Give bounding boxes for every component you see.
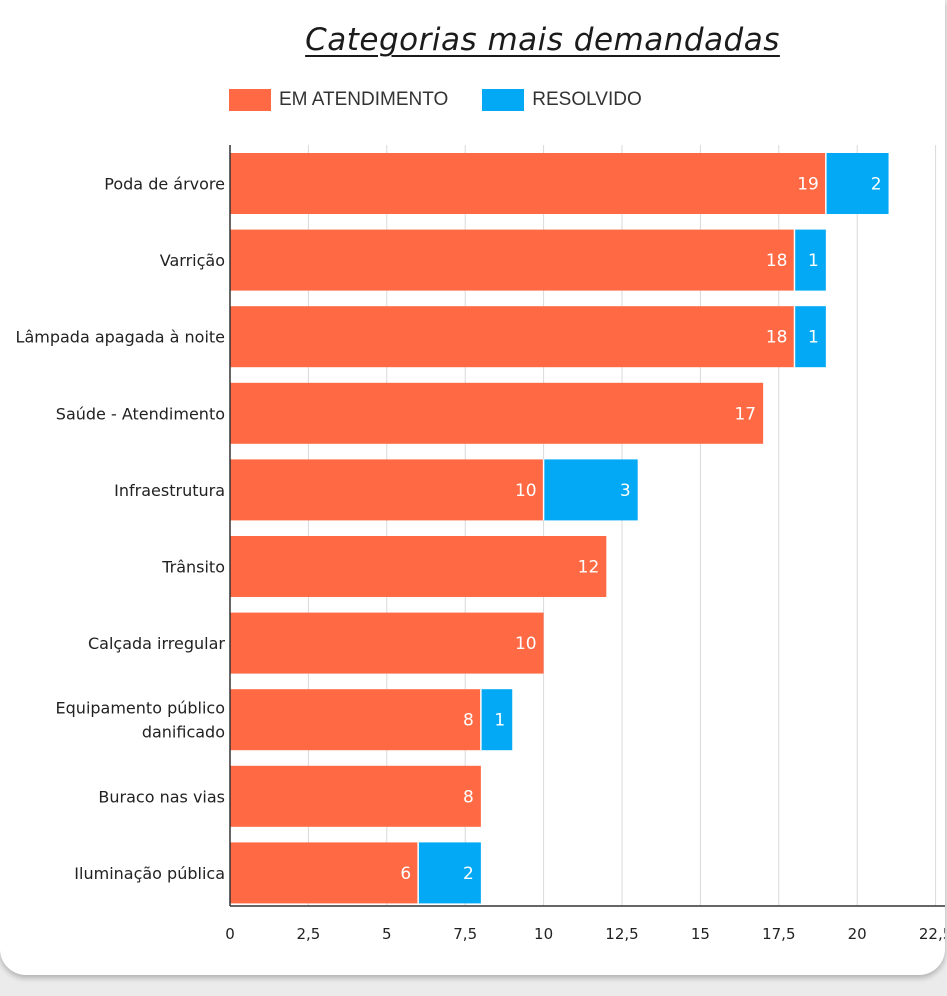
bar-resolvido — [418, 842, 481, 904]
bar-resolvido — [543, 459, 638, 521]
legend-item-em-atendimento: EM ATENDIMENTO — [229, 89, 448, 111]
data-label: 12 — [578, 558, 600, 578]
bar-em-atendimento — [230, 536, 607, 597]
legend-swatch-em-atendimento — [229, 89, 271, 111]
data-label: 1 — [494, 711, 505, 731]
category-label: Saúde - Atendimento — [56, 404, 225, 423]
x-tick-label: 17,5 — [762, 925, 795, 943]
bar-em-atendimento — [230, 689, 481, 751]
bar-resolvido — [825, 153, 889, 214]
bar-resolvido — [480, 689, 513, 751]
x-tick-label: 7,5 — [453, 925, 477, 943]
data-label: 2 — [871, 175, 882, 195]
data-label: 3 — [620, 481, 631, 501]
bar-em-atendimento — [230, 612, 544, 674]
x-tick-label: 2,5 — [296, 925, 320, 943]
bar-em-atendimento — [230, 306, 795, 368]
bar-resolvido — [794, 306, 826, 368]
data-label: 8 — [463, 787, 474, 807]
category-label: Iluminação pública — [74, 864, 225, 883]
bar-em-atendimento — [230, 229, 795, 291]
x-tick-label: 15 — [691, 925, 710, 943]
x-tick-label: 20 — [848, 925, 867, 943]
category-label: Buraco nas vias — [98, 787, 225, 806]
bar-em-atendimento — [230, 842, 419, 904]
bar-em-atendimento — [230, 153, 826, 214]
data-label: 10 — [515, 634, 537, 654]
data-label: 18 — [766, 251, 788, 271]
bar-em-atendimento — [230, 459, 544, 521]
category-label: Varrição — [160, 251, 225, 270]
legend-label-resolvido: RESOLVIDO — [532, 89, 642, 110]
category-label: Poda de árvore — [104, 175, 225, 194]
chart-card: Categorias mais demandadas EM ATENDIMENT… — [0, 0, 945, 975]
legend: EM ATENDIMENTO RESOLVIDO — [229, 88, 676, 112]
x-tick-label: 0 — [225, 925, 235, 943]
legend-item-resolvido: RESOLVIDO — [482, 89, 642, 111]
category-label: Calçada irregular — [88, 634, 225, 653]
data-label: 1 — [808, 328, 819, 348]
data-label: 1 — [808, 251, 819, 271]
data-label: 10 — [515, 481, 537, 501]
data-label: 8 — [463, 711, 474, 731]
category-label: Trânsito — [161, 558, 225, 577]
x-tick-label: 12,5 — [605, 925, 638, 943]
data-label: 19 — [797, 175, 819, 195]
bar-chart: 0 2,5 5 7,5 10 12,5 15 17,5 20 22,5 19 2 Poda de árv… — [16, 145, 945, 943]
x-tick-label: 22,5 — [919, 925, 945, 943]
bar-em-atendimento — [230, 382, 764, 444]
category-label: Infraestrutura — [114, 481, 225, 500]
data-label: 2 — [463, 864, 474, 884]
bar-em-atendimento — [230, 765, 481, 827]
category-label: Lâmpada apagada à noite — [16, 328, 225, 347]
category-label: Equipamento público danificado — [56, 699, 225, 742]
x-tick-label: 5 — [382, 925, 392, 943]
data-label: 6 — [400, 864, 411, 884]
data-label: 18 — [766, 328, 788, 348]
chart-title: Categorias mais demandadas — [305, 22, 780, 58]
data-label: 17 — [734, 404, 756, 424]
legend-label-em-atendimento: EM ATENDIMENTO — [279, 89, 449, 110]
bar-resolvido — [794, 229, 826, 291]
legend-swatch-resolvido — [482, 89, 525, 111]
x-tick-label: 10 — [534, 925, 553, 943]
